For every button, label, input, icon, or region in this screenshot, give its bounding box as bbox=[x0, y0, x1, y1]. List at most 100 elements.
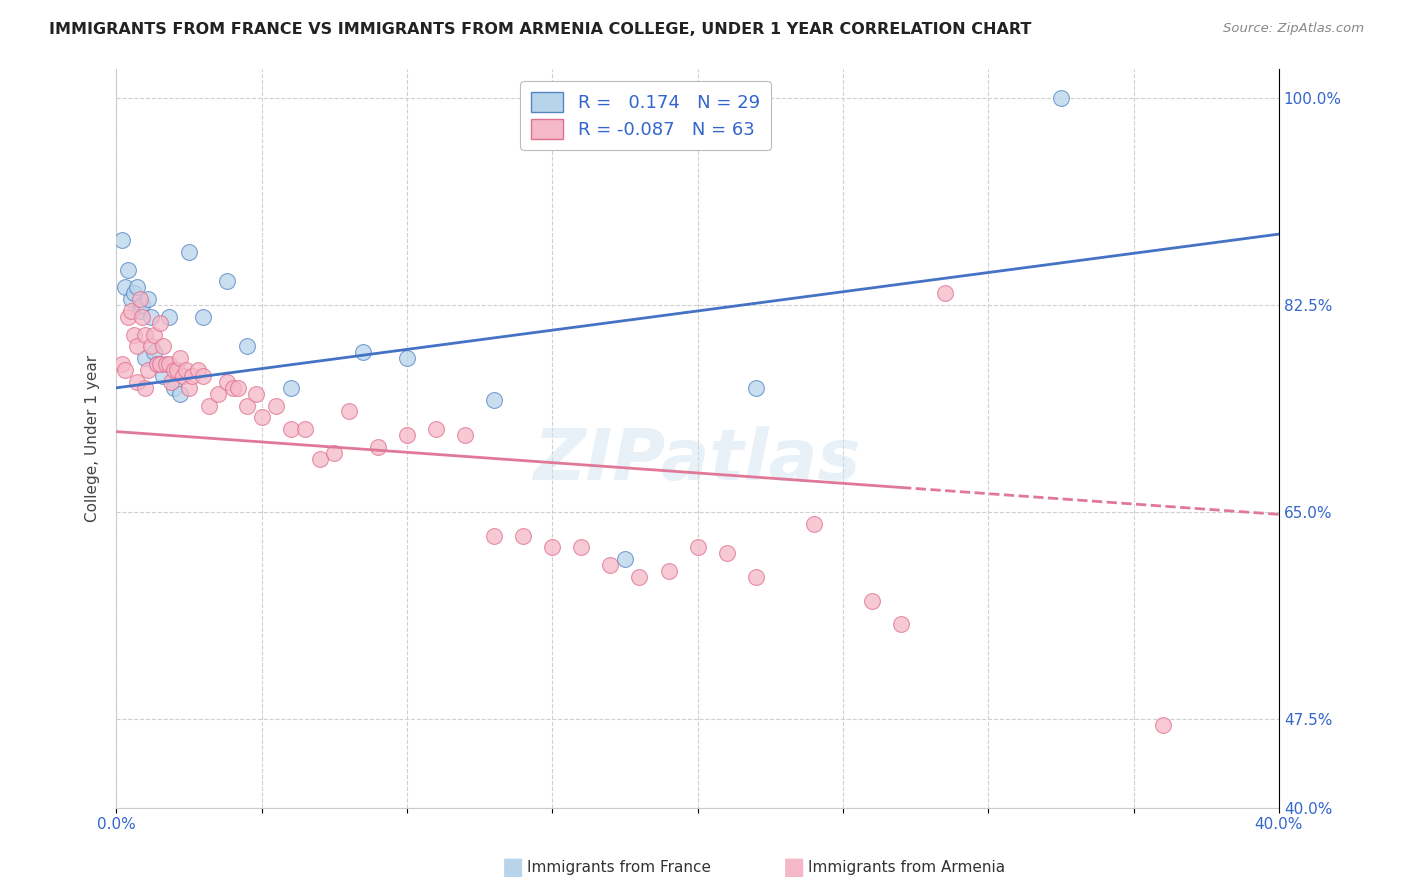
Point bbox=[134, 327, 156, 342]
Point bbox=[215, 274, 238, 288]
Point bbox=[207, 386, 229, 401]
Point bbox=[454, 428, 477, 442]
Point bbox=[482, 392, 505, 407]
Point bbox=[221, 381, 243, 395]
Point bbox=[803, 516, 825, 531]
Point bbox=[122, 327, 145, 342]
Point bbox=[250, 410, 273, 425]
Point bbox=[131, 310, 153, 324]
Point bbox=[152, 339, 174, 353]
Point bbox=[628, 570, 651, 584]
Point bbox=[120, 292, 142, 306]
Point bbox=[187, 363, 209, 377]
Point bbox=[890, 617, 912, 632]
Point bbox=[512, 529, 534, 543]
Point bbox=[111, 357, 134, 371]
Point bbox=[155, 357, 177, 371]
Point bbox=[860, 593, 883, 607]
Point bbox=[149, 357, 172, 371]
Text: ■: ■ bbox=[502, 855, 524, 879]
Point bbox=[482, 529, 505, 543]
Point bbox=[136, 292, 159, 306]
Point bbox=[146, 357, 169, 371]
Text: Immigrants from Armenia: Immigrants from Armenia bbox=[808, 860, 1005, 874]
Point bbox=[352, 345, 374, 359]
Point bbox=[193, 310, 215, 324]
Point bbox=[149, 357, 172, 371]
Point bbox=[294, 422, 316, 436]
Point bbox=[323, 446, 346, 460]
Point bbox=[236, 339, 259, 353]
Point bbox=[131, 298, 153, 312]
Point bbox=[177, 381, 200, 395]
Legend: R =   0.174   N = 29, R = -0.087   N = 63: R = 0.174 N = 29, R = -0.087 N = 63 bbox=[520, 81, 770, 150]
Point bbox=[117, 262, 139, 277]
Point bbox=[160, 375, 183, 389]
Point bbox=[308, 451, 330, 466]
Point bbox=[395, 351, 418, 366]
Point bbox=[177, 244, 200, 259]
Point bbox=[157, 357, 180, 371]
Point bbox=[134, 381, 156, 395]
Point bbox=[657, 564, 679, 578]
Point bbox=[143, 327, 166, 342]
Point bbox=[934, 286, 956, 301]
Point bbox=[193, 369, 215, 384]
Text: ■: ■ bbox=[783, 855, 806, 879]
Point bbox=[180, 369, 202, 384]
Point bbox=[367, 440, 389, 454]
Point bbox=[395, 428, 418, 442]
Point bbox=[141, 339, 163, 353]
Point bbox=[236, 399, 259, 413]
Point bbox=[166, 363, 188, 377]
Point bbox=[172, 369, 194, 384]
Point bbox=[114, 280, 136, 294]
Point bbox=[136, 363, 159, 377]
Point bbox=[1050, 91, 1073, 105]
Point bbox=[337, 404, 360, 418]
Point bbox=[569, 541, 592, 555]
Point bbox=[215, 375, 238, 389]
Point bbox=[1152, 718, 1174, 732]
Point bbox=[122, 286, 145, 301]
Point bbox=[716, 546, 738, 560]
Point bbox=[169, 351, 191, 366]
Point bbox=[149, 316, 172, 330]
Point bbox=[280, 381, 302, 395]
Point bbox=[114, 363, 136, 377]
Point bbox=[111, 233, 134, 247]
Point bbox=[280, 422, 302, 436]
Point bbox=[264, 399, 287, 413]
Point bbox=[198, 399, 221, 413]
Point bbox=[425, 422, 447, 436]
Point bbox=[157, 310, 180, 324]
Point bbox=[163, 363, 186, 377]
Text: IMMIGRANTS FROM FRANCE VS IMMIGRANTS FROM ARMENIA COLLEGE, UNDER 1 YEAR CORRELAT: IMMIGRANTS FROM FRANCE VS IMMIGRANTS FRO… bbox=[49, 22, 1032, 37]
Y-axis label: College, Under 1 year: College, Under 1 year bbox=[86, 354, 100, 522]
Point bbox=[174, 363, 197, 377]
Point bbox=[163, 381, 186, 395]
Point bbox=[541, 541, 564, 555]
Point bbox=[146, 357, 169, 371]
Point bbox=[613, 552, 636, 566]
Text: ZIPatlas: ZIPatlas bbox=[534, 425, 862, 495]
Point bbox=[745, 570, 768, 584]
Point bbox=[143, 345, 166, 359]
Point bbox=[599, 558, 621, 573]
Point bbox=[141, 310, 163, 324]
Point bbox=[245, 386, 267, 401]
Point bbox=[169, 386, 191, 401]
Point bbox=[134, 351, 156, 366]
Point bbox=[120, 304, 142, 318]
Point bbox=[125, 339, 148, 353]
Point bbox=[152, 369, 174, 384]
Point bbox=[125, 280, 148, 294]
Point bbox=[745, 381, 768, 395]
Point bbox=[125, 375, 148, 389]
Point bbox=[117, 310, 139, 324]
Point bbox=[128, 292, 150, 306]
Text: Source: ZipAtlas.com: Source: ZipAtlas.com bbox=[1223, 22, 1364, 36]
Point bbox=[686, 541, 709, 555]
Text: Immigrants from France: Immigrants from France bbox=[527, 860, 711, 874]
Point bbox=[128, 304, 150, 318]
